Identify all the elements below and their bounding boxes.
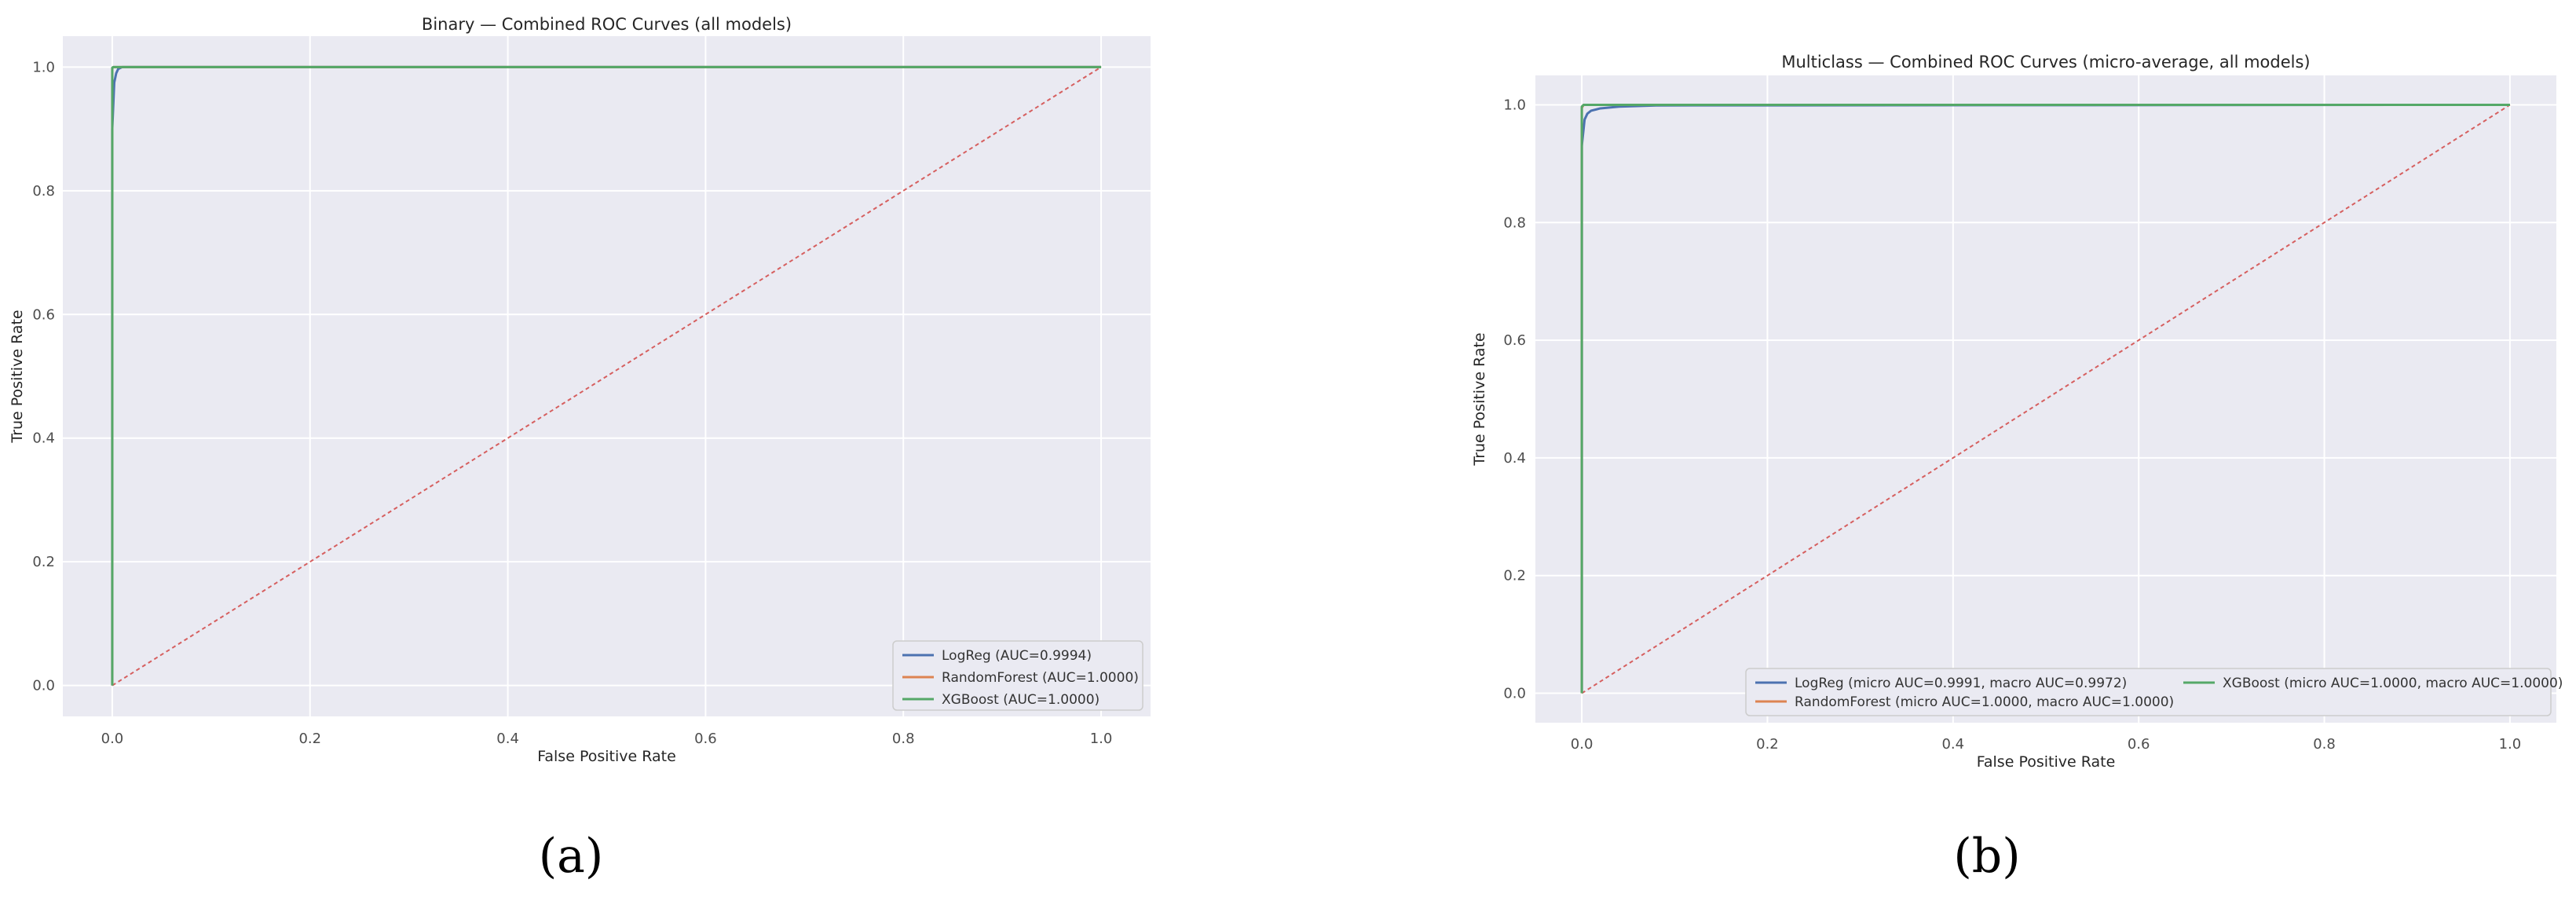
y-tick-labels: 0.0 0.2 0.4 0.6 0.8 1.0 [32,59,55,694]
x-tick-label: 0.4 [1941,736,1964,753]
y-tick-label: 0.0 [32,678,55,694]
legend-entry: XGBoost (micro AUC=1.0000, macro AUC=1.0… [2223,676,2563,691]
reference-diagonal [112,66,1102,687]
y-tick-label: 1.0 [32,59,55,75]
x-tick-label: 0.0 [1571,736,1594,753]
chart-title: Multiclass — Combined ROC Curves (micro-… [1781,53,2310,71]
series-lines [111,65,1102,686]
y-tick-labels: 0.0 0.2 0.4 0.6 0.8 1.0 [1503,97,1526,701]
y-tick-label: 0.6 [32,306,55,323]
x-tick-label: 0.6 [2128,736,2150,753]
x-tick-label: 0.2 [1756,736,1779,753]
legend-entry: LogReg (micro AUC=0.9991, macro AUC=0.99… [1795,676,2127,691]
legend-box [892,640,1143,711]
x-tick-label: 0.6 [694,731,717,747]
plot-area [1535,75,2556,723]
legend: LogReg (AUC=0.9994) RandomForest (AUC=1.0… [892,640,1143,711]
x-tick-labels: 0.0 0.2 0.4 0.6 0.8 1.0 [101,731,1113,747]
chart-title: Binary — Combined ROC Curves (all models… [422,15,792,34]
series-lines [1580,103,2510,694]
x-axis-label: False Positive Rate [1977,753,2116,771]
legend-entry: LogReg (AUC=0.9994) [942,648,1092,664]
legend-entry: RandomForest (micro AUC=1.0000, macro AU… [1795,694,2174,710]
series-line-2 [111,65,1102,686]
x-tick-label: 0.0 [101,731,124,747]
y-tick-label: 0.2 [32,554,55,570]
chart-binary-roc: 0.0 0.2 0.4 0.6 0.8 1.0 0.0 0.2 0.4 0.6 0.8 1.0 Bi… [9,15,1151,884]
panel-label: (b) [1953,829,2020,884]
y-tick-label: 0.6 [1503,332,1526,349]
x-tick-label: 0.4 [496,731,519,747]
legend-box [1745,668,2552,716]
legend-entry: XGBoost (AUC=1.0000) [942,692,1100,708]
x-tick-label: 0.8 [2313,736,2336,753]
gridlines [63,36,1151,716]
y-axis-label: True Positive Rate [9,309,26,443]
y-tick-label: 0.8 [32,183,55,200]
x-tick-label: 1.0 [2499,736,2522,753]
x-tick-label: 0.2 [298,731,321,747]
reference-line [112,66,1102,687]
x-axis-label: False Positive Rate [537,748,676,765]
y-tick-label: 0.8 [1503,214,1526,231]
y-tick-label: 0.4 [32,430,55,447]
chart-multiclass-roc: 0.0 0.2 0.4 0.6 0.8 1.0 0.0 0.2 0.4 0.6 0.8 1.0 Mu… [1471,53,2563,884]
x-tick-label: 0.8 [892,731,915,747]
y-axis-label: True Positive Rate [1471,332,1488,466]
y-tick-label: 0.0 [1503,686,1526,702]
legend-entry: RandomForest (AUC=1.0000) [942,670,1139,686]
legend: LogReg (micro AUC=0.9991, macro AUC=0.99… [1745,668,2563,716]
panel-label: (a) [539,829,604,884]
series-line-2 [1580,103,2510,694]
x-tick-labels: 0.0 0.2 0.4 0.6 0.8 1.0 [1571,736,2521,753]
y-tick-label: 0.4 [1503,450,1526,467]
x-tick-label: 1.0 [1090,731,1113,747]
y-tick-label: 1.0 [1503,97,1526,113]
y-tick-label: 0.2 [1503,568,1526,584]
